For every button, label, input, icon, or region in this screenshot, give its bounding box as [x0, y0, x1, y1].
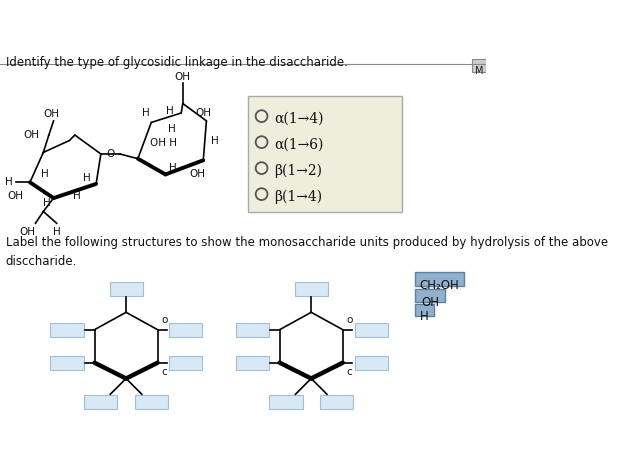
Bar [415, 304, 434, 316]
Text: H: H [170, 163, 177, 173]
Text: c: c [162, 367, 167, 377]
Bar [236, 356, 268, 370]
Bar [472, 59, 486, 72]
Text: H: H [168, 124, 176, 134]
Bar [51, 356, 83, 370]
Bar [320, 395, 353, 409]
Text: H: H [142, 108, 150, 118]
Bar [109, 282, 143, 296]
Text: o: o [347, 315, 353, 325]
Bar [236, 323, 268, 337]
Bar [355, 323, 387, 337]
Text: H: H [41, 170, 49, 179]
Text: o: o [162, 315, 168, 325]
Text: H: H [5, 177, 12, 187]
Bar [415, 290, 445, 302]
Text: H: H [165, 106, 173, 116]
Text: CH₂OH: CH₂OH [420, 279, 460, 292]
Text: β(1→2): β(1→2) [274, 163, 322, 178]
Text: α(1→4): α(1→4) [274, 112, 324, 125]
Text: M: M [474, 66, 483, 76]
Text: c: c [347, 367, 352, 377]
Bar [51, 323, 83, 337]
Bar [85, 395, 117, 409]
Text: H: H [53, 227, 60, 237]
Text: Label the following structures to show the monosaccharide units produced by hydr: Label the following structures to show t… [6, 236, 608, 268]
Bar [170, 356, 202, 370]
Text: OH H: OH H [151, 138, 177, 148]
Text: H: H [83, 172, 91, 183]
Text: OH: OH [20, 227, 36, 237]
Text: OH: OH [196, 108, 212, 118]
Text: β(1→4): β(1→4) [274, 189, 322, 204]
Text: OH: OH [189, 170, 205, 179]
Text: OH: OH [23, 130, 39, 140]
Text: H: H [211, 136, 219, 146]
Text: OH: OH [421, 296, 439, 309]
Bar [415, 272, 464, 286]
Bar [355, 356, 387, 370]
Text: O: O [106, 149, 114, 159]
Text: OH: OH [43, 109, 59, 119]
Text: H: H [73, 191, 81, 201]
Bar [170, 323, 202, 337]
Text: H: H [420, 310, 429, 323]
Bar [135, 395, 168, 409]
Text: α(1→6): α(1→6) [274, 138, 323, 151]
Text: Identify the type of glycosidic linkage in the disaccharide.: Identify the type of glycosidic linkage … [6, 56, 347, 69]
Bar [248, 96, 402, 212]
Bar [270, 395, 302, 409]
Text: OH: OH [175, 72, 191, 82]
Text: OH: OH [7, 191, 23, 201]
Bar [295, 282, 328, 296]
Text: H: H [43, 197, 51, 208]
